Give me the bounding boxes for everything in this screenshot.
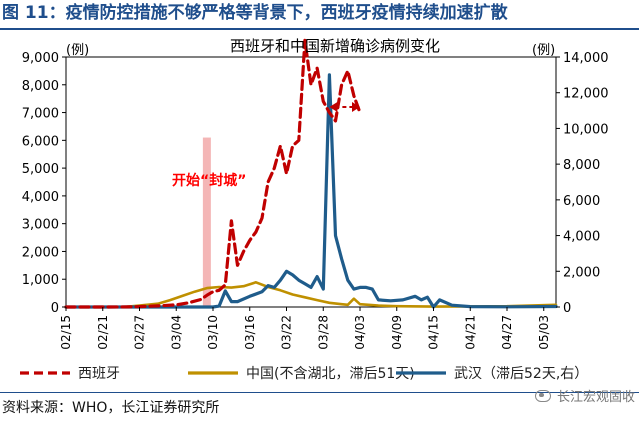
series-wuhan-line bbox=[64, 73, 558, 309]
chart-labels: 西班牙和中国新增确诊病例变化 (例) (例) 开始“封城” bbox=[66, 37, 555, 189]
y-left-unit: (例) bbox=[66, 43, 89, 58]
y-left-tick-label: 7,000 bbox=[22, 107, 59, 122]
legend-china-swatch bbox=[188, 371, 238, 375]
legend-spain-swatch bbox=[20, 371, 70, 375]
x-tick-label: 02/21 bbox=[96, 315, 110, 350]
chart-legend: 西班牙 中国(不含湖北，滞后51天) 武汉（滞后52天,右） bbox=[0, 360, 639, 386]
chart-frame bbox=[65, 56, 557, 308]
series-lines bbox=[64, 38, 558, 309]
x-tick-label: 03/10 bbox=[206, 315, 220, 350]
x-tick-label: 04/15 bbox=[427, 315, 441, 350]
axes: 0 1,000 2,000 3,000 4,000 5,000 6,000 7,000 8,00… bbox=[22, 51, 609, 350]
x-tick-label: 04/21 bbox=[463, 315, 477, 350]
series-spain-line bbox=[64, 38, 362, 309]
legend-wuhan-label: 武汉（滞后52天,右） bbox=[454, 366, 589, 382]
bottom-divider bbox=[0, 392, 639, 393]
y-left-tick-label: 4,000 bbox=[22, 190, 59, 205]
x-tick-label: 03/04 bbox=[169, 315, 183, 350]
y-right-unit: (例) bbox=[532, 43, 555, 58]
y-left-tick-label: 3,000 bbox=[22, 218, 59, 233]
legend-china-label: 中国(不含湖北，滞后51天) bbox=[246, 366, 415, 382]
watermark-text: 长江宏观固收 bbox=[556, 390, 635, 405]
legend-spain: 西班牙 bbox=[18, 360, 120, 386]
legend-china: 中国(不含湖北，滞后51天) bbox=[186, 360, 415, 386]
y-left-tick-label: 2,000 bbox=[22, 245, 59, 260]
x-tick-label: 02/15 bbox=[59, 315, 73, 350]
legend-wuhan: 武汉（滞后52天,右） bbox=[394, 360, 588, 386]
y-left-tick-label: 5,000 bbox=[22, 162, 59, 177]
y-left-tick-label: 8,000 bbox=[22, 79, 59, 94]
wechat-icon bbox=[534, 389, 551, 402]
y-right-tick-label: 14,000 bbox=[563, 51, 609, 66]
x-tick-label: 04/09 bbox=[390, 315, 404, 350]
watermark: 长江宏观固收 bbox=[534, 386, 635, 405]
x-tick-label: 03/16 bbox=[243, 315, 257, 350]
legend-spain-label: 西班牙 bbox=[78, 366, 120, 382]
y-right-tick-label: 12,000 bbox=[563, 87, 609, 102]
x-tick-label: 05/03 bbox=[537, 315, 551, 350]
lockdown-annotation: 开始“封城” bbox=[172, 172, 246, 189]
x-tick-label: 03/22 bbox=[280, 315, 294, 350]
lockdown-bar bbox=[202, 137, 211, 307]
y-left-tick-label: 1,000 bbox=[22, 273, 59, 288]
y-right-tick-label: 2,000 bbox=[563, 265, 600, 280]
lockdown-marker bbox=[202, 137, 211, 307]
figure-title: 图 11：疫情防控措施不够严格等背景下，西班牙疫情持续加速扩散 bbox=[2, 0, 637, 27]
y-left-tick-label: 6,000 bbox=[22, 134, 59, 149]
y-right-tick-label: 4,000 bbox=[563, 230, 600, 245]
source-note: 资料来源：WHO，长江证券研究所 bbox=[2, 400, 220, 416]
arrow-head-right bbox=[352, 102, 360, 112]
legend-wuhan-swatch bbox=[396, 371, 446, 375]
y-right-tick-label: 10,000 bbox=[563, 122, 609, 137]
chart-title: 西班牙和中国新增确诊病例变化 bbox=[230, 37, 440, 55]
arrow-head-left bbox=[329, 102, 338, 112]
x-tick-label: 02/27 bbox=[133, 315, 147, 350]
x-tick-label: 03/28 bbox=[316, 315, 330, 350]
plot-frame bbox=[65, 56, 557, 308]
y-left-tick-label: 9,000 bbox=[22, 51, 59, 66]
y-left-tick-label: 0 bbox=[51, 301, 59, 316]
y-right-tick-label: 0 bbox=[563, 301, 571, 316]
x-tick-label: 04/03 bbox=[353, 315, 367, 350]
x-tick-label: 04/27 bbox=[500, 315, 514, 350]
y-right-tick-label: 8,000 bbox=[563, 158, 600, 173]
series-china-line bbox=[64, 281, 558, 309]
line-chart: 0 1,000 2,000 3,000 4,000 5,000 6,000 7,000 8,00… bbox=[22, 37, 609, 350]
title-divider bbox=[0, 28, 639, 30]
y-right-tick-label: 6,000 bbox=[563, 194, 600, 209]
